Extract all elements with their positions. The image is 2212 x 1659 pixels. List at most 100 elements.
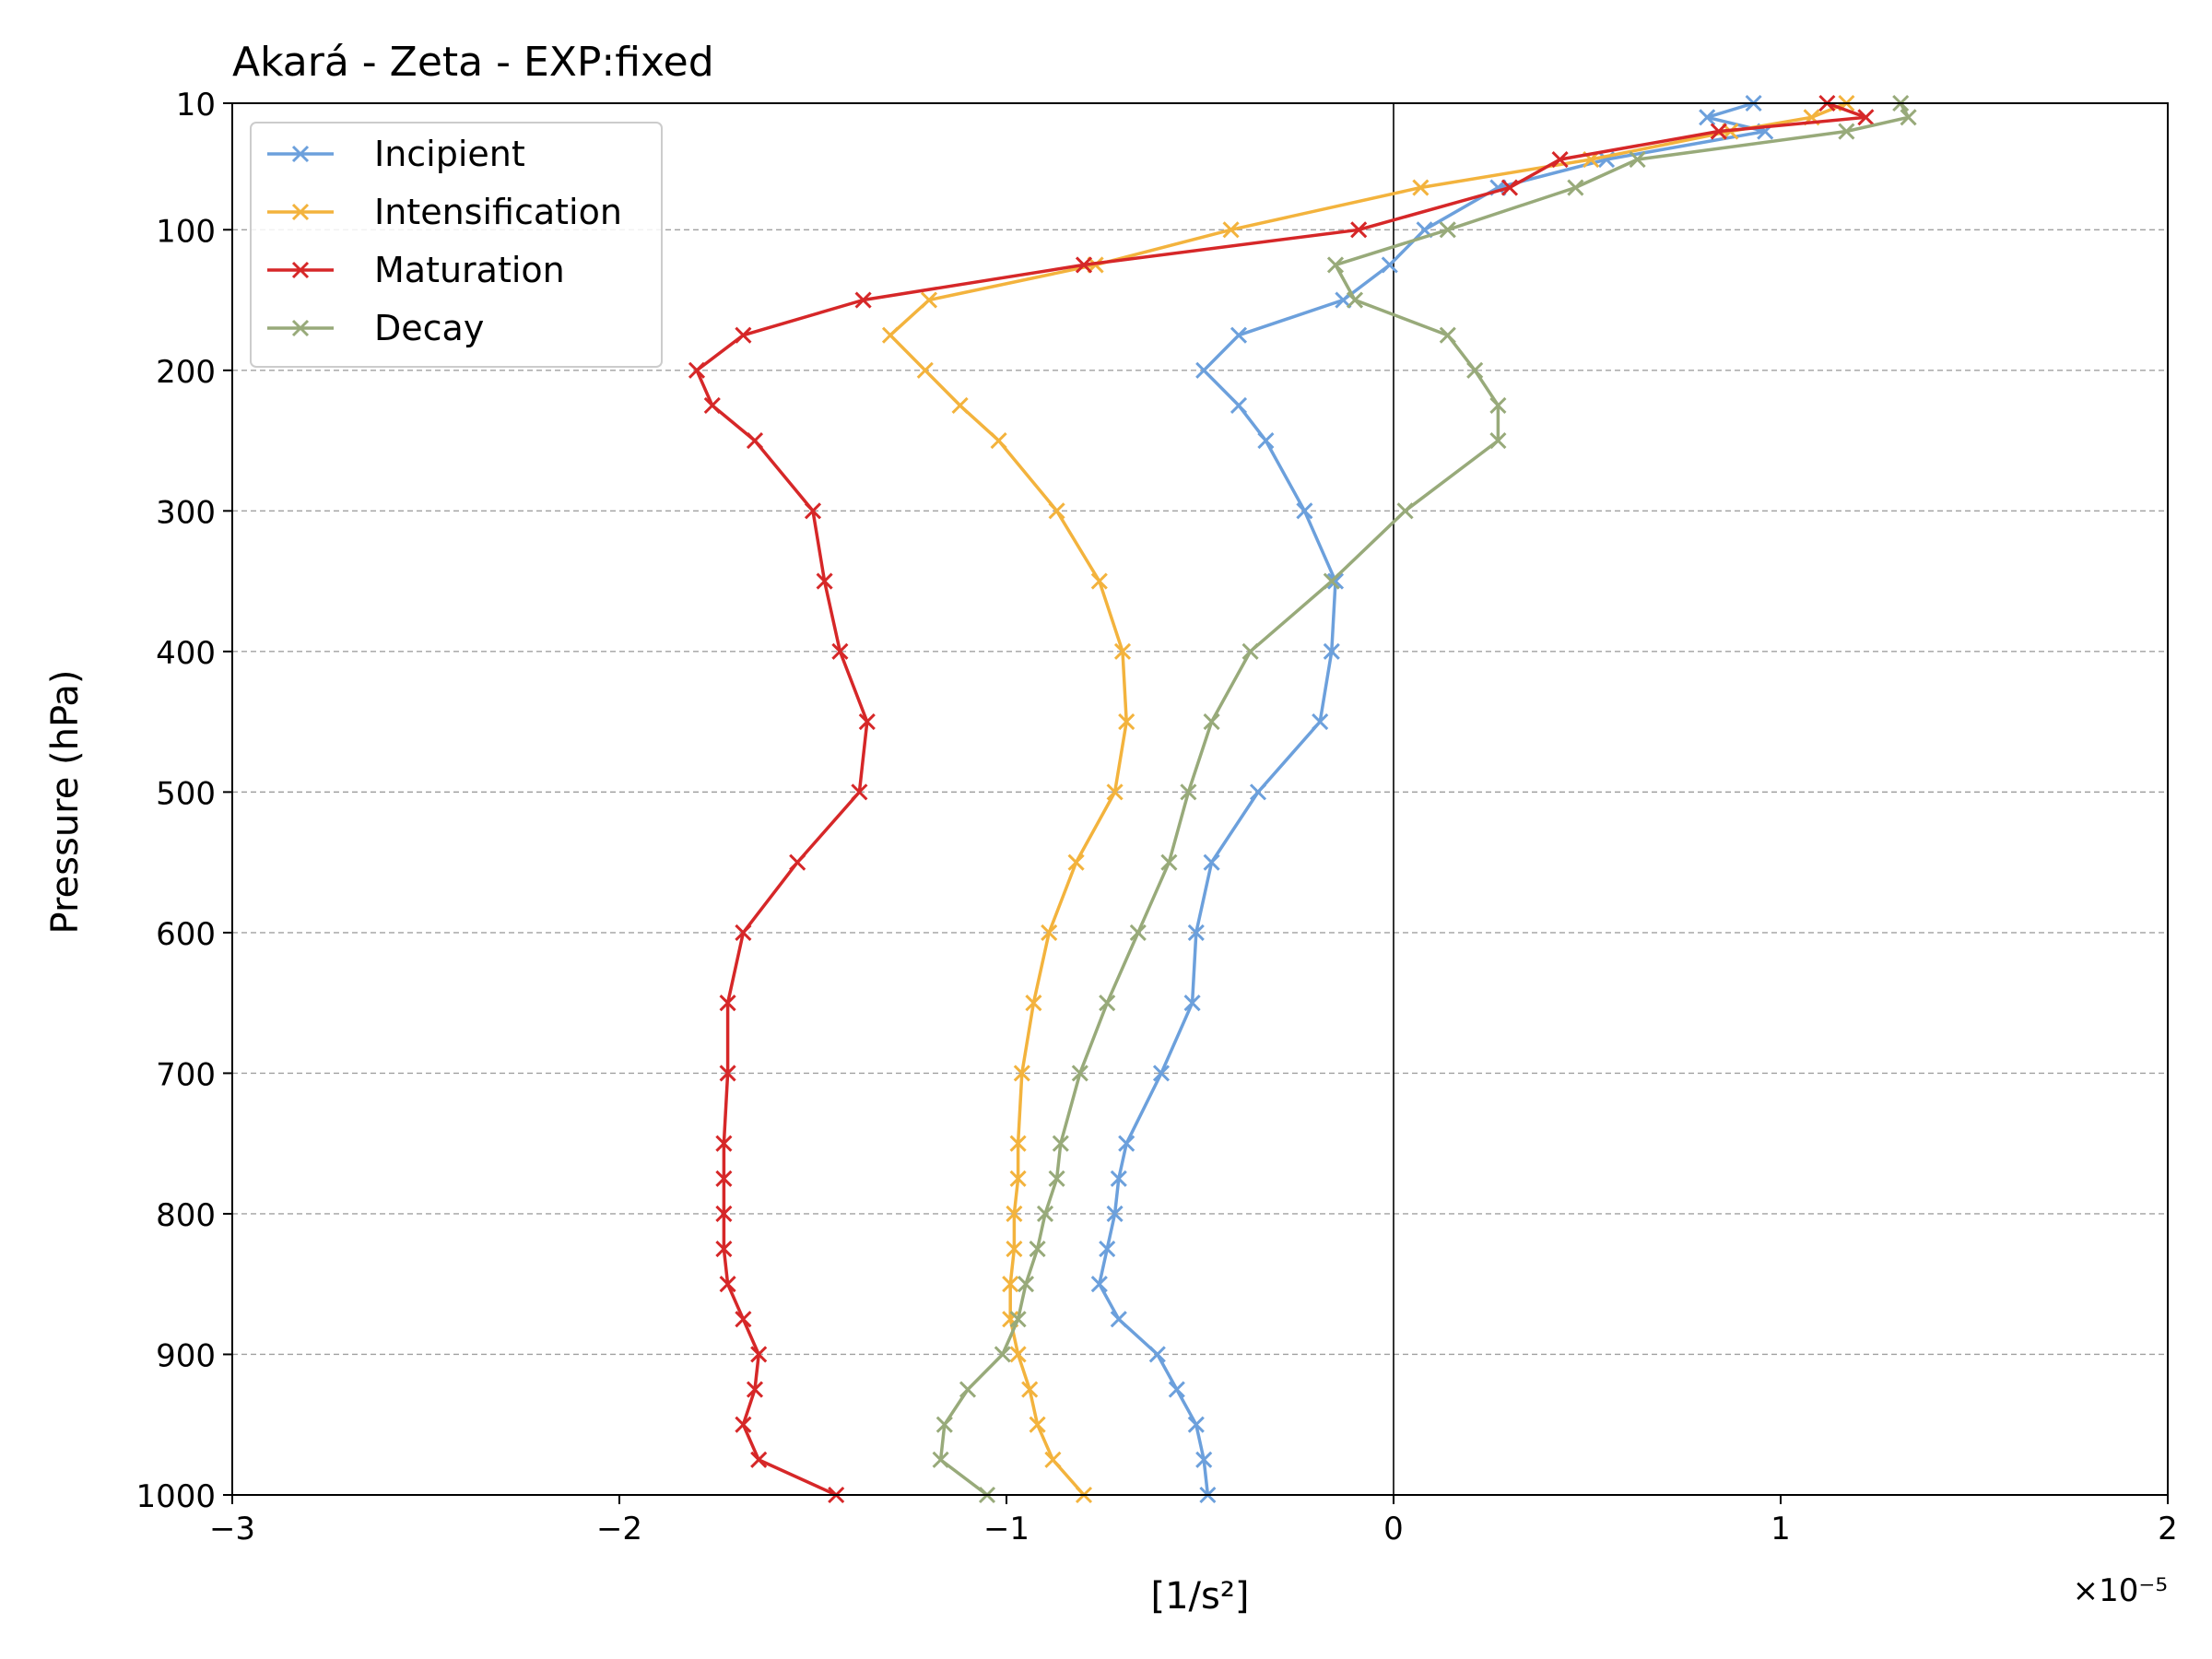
data-point-decay — [1048, 1170, 1065, 1187]
data-point-incipient — [1168, 1381, 1185, 1398]
data-point-incipient — [1296, 502, 1313, 520]
data-point-incipient — [1230, 326, 1248, 344]
data-point-maturation — [816, 572, 833, 590]
series-layer — [688, 94, 1917, 1504]
data-point-maturation — [746, 432, 764, 450]
legend-entry-maturation: Maturation — [267, 250, 565, 290]
x-tick-label: 2 — [2158, 1511, 2178, 1547]
data-point-intensification — [1006, 1241, 1023, 1258]
x-axis-ticks: −3 −2 −1 0 1 2 — [209, 1495, 2178, 1547]
y-tick-label: 100 — [156, 213, 216, 250]
data-point-incipient — [1187, 924, 1205, 941]
data-point-maturation — [715, 1135, 733, 1152]
data-point-decay — [1838, 123, 1855, 140]
data-point-decay — [1052, 1135, 1069, 1152]
data-point-incipient — [1257, 432, 1275, 450]
x-tick-label: −3 — [209, 1511, 255, 1547]
data-point-decay — [1439, 326, 1456, 344]
x-tick-label: −1 — [983, 1511, 1030, 1547]
legend-marker-intensification — [291, 203, 310, 221]
legend-entry-incipient: Incipient — [267, 134, 525, 174]
data-point-maturation — [854, 291, 872, 309]
y-tick-label: 900 — [156, 1337, 216, 1374]
data-point-decay — [1160, 853, 1178, 871]
data-point-decay — [1071, 1065, 1088, 1082]
data-point-maturation — [735, 1311, 752, 1328]
legend-entry-decay: Decay — [267, 308, 484, 348]
chart-title: Akará - Zeta - EXP:fixed — [232, 39, 714, 86]
data-point-decay — [1323, 572, 1340, 590]
plot-area-frame — [231, 102, 2169, 1496]
data-point-intensification — [1067, 853, 1085, 871]
data-point-maturation — [746, 1381, 764, 1398]
data-point-intensification — [1222, 221, 1240, 239]
data-point-decay — [1489, 396, 1507, 414]
data-point-maturation — [804, 502, 822, 520]
data-point-incipient — [1118, 1135, 1135, 1152]
legend-label-intensification: Intensification — [374, 192, 622, 232]
data-point-decay — [1900, 109, 1917, 126]
data-point-decay — [1029, 1241, 1046, 1258]
data-point-intensification — [1009, 1170, 1027, 1187]
data-point-intensification — [1412, 179, 1430, 196]
data-point-maturation — [719, 994, 736, 1012]
data-point-maturation — [851, 783, 868, 801]
data-point-maturation — [735, 326, 752, 344]
data-point-decay — [1629, 150, 1646, 169]
data-point-intensification — [1118, 713, 1135, 731]
data-point-decay — [1036, 1205, 1054, 1223]
data-point-incipient — [1323, 642, 1340, 660]
data-point-decay — [1099, 994, 1116, 1012]
data-point-intensification — [1106, 783, 1124, 801]
data-point-maturation — [735, 1416, 752, 1433]
data-point-decay — [935, 1416, 953, 1433]
series-line-maturation — [695, 101, 1868, 1497]
data-point-intensification — [1009, 1346, 1027, 1363]
data-point-maturation — [1551, 150, 1569, 169]
data-point-decay — [1017, 1276, 1035, 1293]
data-point-decay — [1346, 291, 1364, 309]
data-point-incipient — [1183, 994, 1201, 1012]
data-point-intensification — [1044, 1451, 1062, 1468]
data-point-incipient — [1187, 1416, 1205, 1433]
series-maturation — [688, 94, 1875, 1504]
data-point-incipient — [1699, 109, 1716, 126]
data-point-decay — [1489, 432, 1507, 450]
data-point-intensification — [1029, 1416, 1046, 1433]
data-point-decay — [1326, 256, 1345, 274]
series-decay — [932, 94, 1917, 1504]
data-point-decay — [1396, 502, 1414, 520]
data-point-decay — [1203, 713, 1220, 731]
data-point-intensification — [990, 432, 1007, 450]
legend-marker-decay — [291, 319, 310, 337]
data-point-incipient — [1249, 783, 1267, 801]
data-point-intensification — [920, 291, 938, 309]
data-point-decay — [994, 1346, 1011, 1363]
data-point-intensification — [1025, 994, 1042, 1012]
data-point-incipient — [1203, 853, 1220, 871]
data-point-intensification — [1090, 572, 1108, 590]
data-point-intensification — [1009, 1135, 1027, 1152]
data-point-intensification — [1113, 642, 1132, 660]
legend-label-decay: Decay — [374, 308, 484, 348]
x-tick-label: 1 — [1771, 1511, 1791, 1547]
data-point-incipient — [1195, 361, 1213, 379]
data-point-maturation — [1857, 109, 1875, 126]
data-point-intensification — [1006, 1205, 1023, 1223]
data-point-incipient — [1152, 1065, 1171, 1082]
data-point-intensification — [916, 361, 934, 379]
data-point-incipient — [1230, 396, 1248, 414]
data-point-intensification — [1021, 1381, 1039, 1398]
x-offset-label: ×10⁻⁵ — [2073, 1572, 2168, 1609]
data-point-maturation — [719, 1065, 736, 1082]
data-point-maturation — [750, 1346, 768, 1363]
y-tick-label: 300 — [156, 494, 216, 531]
data-point-decay — [932, 1451, 949, 1468]
x-axis-label: [1/s²] — [1150, 1575, 1249, 1618]
data-point-maturation — [1710, 123, 1727, 140]
data-point-decay — [1439, 221, 1456, 239]
data-point-intensification — [1041, 924, 1058, 941]
series-line-decay — [938, 102, 1911, 1497]
data-point-incipient — [1312, 713, 1329, 731]
